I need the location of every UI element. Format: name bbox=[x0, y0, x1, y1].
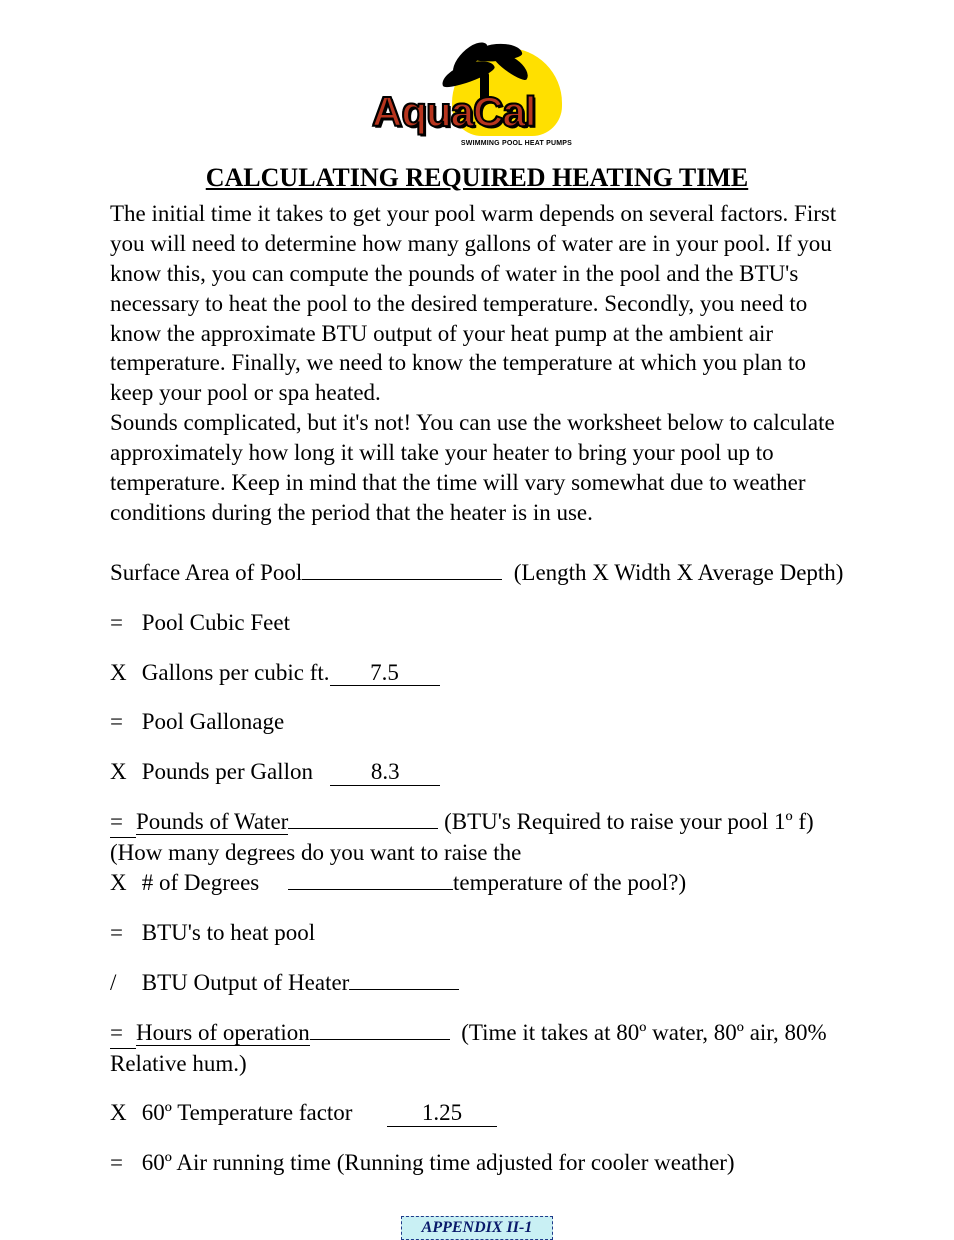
gallons-per-cuft-label: Gallons per cubic ft. bbox=[142, 660, 330, 685]
surface-area-label: Surface Area of Pool bbox=[110, 560, 302, 585]
brand-text: AquaCal bbox=[372, 88, 535, 136]
appendix-badge: APPENDIX II-1 bbox=[401, 1216, 554, 1240]
pounds-water-label: Pounds of Water bbox=[136, 809, 288, 835]
brand-tagline: SWIMMING POOL HEAT PUMPS bbox=[461, 140, 572, 147]
eq-op: = bbox=[110, 1018, 136, 1049]
intro-paragraph-2: Sounds complicated, but it's not! You ca… bbox=[110, 408, 844, 528]
page-title: CALCULATING REQUIRED HEATING TIME bbox=[110, 163, 844, 193]
degrees-note2: temperature of the pool?) bbox=[453, 870, 686, 895]
temp-factor-value: 1.25 bbox=[387, 1100, 497, 1126]
times-op: X bbox=[110, 1098, 136, 1128]
ws-surface-area: Surface Area of Pool (Length X Width X A… bbox=[110, 558, 844, 588]
eq-op: = bbox=[110, 707, 136, 737]
ws-btu-heat: = BTU's to heat pool bbox=[110, 918, 844, 948]
degrees-note1: (How many degrees do you want to raise t… bbox=[110, 840, 521, 865]
ws-hours-block: =Hours of operation (Time it takes at 80… bbox=[110, 1018, 844, 1079]
btu-output-blank[interactable] bbox=[349, 989, 459, 990]
btu-heat-label: BTU's to heat pool bbox=[142, 920, 315, 945]
ws-pounds-water-block: =Pounds of Water (BTU's Required to rais… bbox=[110, 807, 844, 898]
logo-container: AquaCal SWIMMING POOL HEAT PUMPS bbox=[110, 30, 844, 155]
gallons-per-cuft-value: 7.5 bbox=[330, 660, 440, 686]
surface-area-blank[interactable] bbox=[302, 579, 502, 580]
btu-output-label: BTU Output of Heater bbox=[142, 970, 350, 995]
intro-paragraph-1: The initial time it takes to get your po… bbox=[110, 199, 844, 408]
aquacal-logo: AquaCal SWIMMING POOL HEAT PUMPS bbox=[372, 30, 582, 150]
ws-btu-output: / BTU Output of Heater bbox=[110, 968, 844, 998]
pounds-water-blank[interactable] bbox=[288, 828, 438, 829]
surface-area-note: (Length X Width X Average Depth) bbox=[514, 560, 844, 585]
pounds-water-note: (BTU's Required to raise your pool 1º f) bbox=[444, 809, 814, 834]
hours-label: Hours of operation bbox=[136, 1020, 310, 1046]
cubic-feet-label: Pool Cubic Feet bbox=[142, 610, 290, 635]
ws-gallonage: = Pool Gallonage bbox=[110, 707, 844, 737]
temp-factor-label: 60º Temperature factor bbox=[142, 1100, 353, 1125]
hours-blank[interactable] bbox=[310, 1039, 450, 1040]
pounds-per-gallon-label: Pounds per Gallon bbox=[142, 759, 313, 784]
eq-op: = bbox=[110, 1148, 136, 1178]
times-op: X bbox=[110, 868, 136, 898]
times-op: X bbox=[110, 757, 136, 787]
eq-op: = bbox=[110, 918, 136, 948]
degrees-blank[interactable] bbox=[288, 889, 453, 890]
ws-temp-factor: X 60º Temperature factor 1.25 bbox=[110, 1098, 844, 1128]
divide-op: / bbox=[110, 968, 136, 998]
document-page: AquaCal SWIMMING POOL HEAT PUMPS CALCULA… bbox=[0, 0, 954, 1235]
gallonage-label: Pool Gallonage bbox=[142, 709, 284, 734]
ws-cubic-feet: = Pool Cubic Feet bbox=[110, 608, 844, 638]
times-op: X bbox=[110, 658, 136, 688]
degrees-label: # of Degrees bbox=[142, 870, 260, 895]
pounds-per-gallon-value: 8.3 bbox=[330, 759, 440, 785]
ws-pounds-per-gallon: X Pounds per Gallon 8.3 bbox=[110, 757, 844, 787]
palm-tree-icon bbox=[432, 38, 527, 93]
eq-op: = bbox=[110, 807, 136, 838]
eq-op: = bbox=[110, 608, 136, 638]
running-time-label: 60º Air running time (Running time adjus… bbox=[142, 1150, 735, 1175]
appendix-container: APPENDIX II-1 bbox=[110, 1216, 844, 1240]
ws-gallons-per-cuft: X Gallons per cubic ft.7.5 bbox=[110, 658, 844, 688]
ws-running-time: = 60º Air running time (Running time adj… bbox=[110, 1148, 844, 1178]
